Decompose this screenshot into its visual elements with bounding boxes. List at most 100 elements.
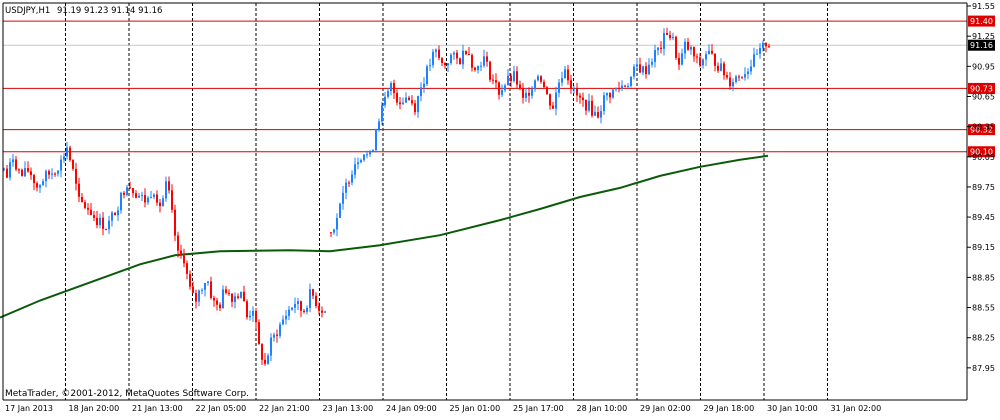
level-label-box bbox=[968, 124, 995, 136]
candle-body bbox=[345, 182, 347, 193]
candle-body bbox=[147, 197, 149, 203]
candle-body bbox=[543, 81, 545, 88]
candle-body bbox=[612, 89, 614, 98]
candle-body bbox=[681, 53, 683, 65]
candle-body bbox=[48, 171, 50, 175]
candle-body bbox=[198, 290, 200, 302]
candle-body bbox=[318, 306, 320, 311]
candle-body bbox=[24, 168, 26, 177]
watermark-text: MetaTrader, ©2001-2012, MetaQuotes Softw… bbox=[5, 389, 249, 399]
candle-body bbox=[228, 292, 230, 294]
axes bbox=[2, 2, 971, 401]
candle-body bbox=[96, 217, 98, 226]
moving-average-line bbox=[0, 154, 769, 319]
candle-body bbox=[402, 102, 404, 105]
x-tick-label: 18 Jan 20:00 bbox=[69, 404, 120, 413]
candle-body bbox=[765, 42, 767, 47]
candle-body bbox=[600, 111, 602, 118]
candle-body bbox=[753, 54, 755, 67]
candle-body bbox=[192, 286, 194, 293]
candle-body bbox=[246, 301, 248, 318]
candle-body bbox=[690, 47, 692, 50]
y-tick-label: 90.35 bbox=[972, 123, 995, 132]
candle-body bbox=[180, 250, 182, 256]
candle-body bbox=[549, 94, 551, 106]
candle-body bbox=[216, 300, 218, 305]
candle-body bbox=[135, 193, 137, 198]
y-tick-label: 89.75 bbox=[972, 183, 995, 192]
x-tick-label: 17 Jan 2013 bbox=[5, 404, 53, 413]
candle-body bbox=[366, 154, 368, 156]
candle-body bbox=[720, 63, 722, 71]
candle-body bbox=[285, 315, 287, 320]
candle-body bbox=[360, 160, 362, 163]
level-label: 90.10 bbox=[970, 148, 993, 157]
candle-body bbox=[399, 102, 401, 105]
candle-body bbox=[186, 263, 188, 274]
level-label: 90.73 bbox=[970, 84, 993, 93]
candle-body bbox=[276, 334, 278, 336]
candle-body bbox=[666, 33, 668, 35]
candle-body bbox=[450, 54, 452, 64]
candle-body bbox=[642, 66, 644, 73]
candle-body bbox=[21, 169, 23, 177]
candle-body bbox=[630, 76, 632, 86]
candle-body bbox=[546, 87, 548, 95]
candle-body bbox=[648, 64, 650, 75]
candle-body bbox=[138, 195, 140, 198]
candle-body bbox=[219, 304, 221, 309]
candle-body bbox=[270, 337, 272, 356]
x-tick-label: 21 Jan 13:00 bbox=[132, 404, 183, 413]
candle-body bbox=[90, 209, 92, 215]
candle-body bbox=[183, 255, 185, 264]
candle-body bbox=[225, 289, 227, 293]
candle-body bbox=[36, 183, 38, 188]
candle-body bbox=[516, 71, 518, 85]
current-price-label: 91.16 bbox=[970, 41, 993, 50]
candle-body bbox=[288, 309, 290, 316]
candle-body bbox=[441, 57, 443, 63]
candle-body bbox=[312, 289, 314, 296]
candle-body bbox=[561, 78, 563, 83]
candle-body bbox=[408, 97, 410, 101]
candle-body bbox=[195, 292, 197, 302]
candle-body bbox=[144, 194, 146, 203]
candle-body bbox=[357, 162, 359, 165]
candle-body bbox=[633, 66, 635, 77]
candle-body bbox=[117, 210, 119, 216]
candle-body bbox=[711, 50, 713, 54]
candle-body bbox=[177, 235, 179, 251]
horizontal-level-lines: 91.40 90.73 90.32 90.10 91.16 bbox=[3, 15, 995, 158]
candle-body bbox=[483, 56, 485, 66]
y-tick-label: 88.85 bbox=[972, 273, 995, 282]
y-tick-label: 88.55 bbox=[972, 304, 995, 313]
candle-body bbox=[168, 181, 170, 191]
candle-body bbox=[726, 75, 728, 78]
x-tick-label: 25 Jan 17:00 bbox=[513, 404, 564, 413]
candle-body bbox=[153, 194, 155, 197]
candle-body bbox=[6, 168, 8, 178]
candle-body bbox=[165, 181, 167, 199]
candle-body bbox=[507, 75, 509, 86]
level-label-box bbox=[968, 146, 995, 158]
candle-body bbox=[429, 65, 431, 67]
candle-body bbox=[66, 147, 68, 157]
candle-body bbox=[333, 229, 335, 233]
candle-body bbox=[750, 66, 752, 72]
candle-body bbox=[723, 63, 725, 76]
candle-body bbox=[459, 58, 461, 65]
candle-body bbox=[582, 97, 584, 101]
candle-body bbox=[567, 69, 569, 81]
candle-body bbox=[534, 80, 536, 90]
level-label-box bbox=[968, 82, 995, 94]
candle-body bbox=[621, 85, 623, 89]
candle-body bbox=[291, 307, 293, 310]
candle-body bbox=[39, 185, 41, 188]
y-tick-label: 90.95 bbox=[972, 62, 995, 71]
candle-body bbox=[75, 168, 77, 184]
candle-body bbox=[240, 291, 242, 298]
candle-body bbox=[456, 52, 458, 59]
candle-body bbox=[747, 71, 749, 75]
candle-body bbox=[684, 41, 686, 54]
